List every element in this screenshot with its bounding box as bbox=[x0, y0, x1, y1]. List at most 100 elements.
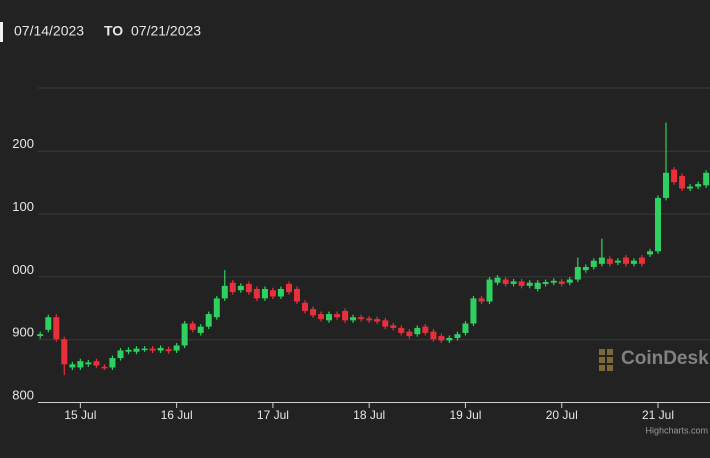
logo-square bbox=[599, 357, 605, 363]
candle-body bbox=[117, 350, 124, 359]
candle-body bbox=[334, 314, 341, 318]
candle-body bbox=[630, 260, 637, 264]
date-from: 07/14/2023 bbox=[14, 23, 84, 39]
candle-body bbox=[566, 279, 573, 283]
candle-body bbox=[598, 257, 605, 264]
x-tick-label: 19 Jul bbox=[449, 408, 481, 422]
candle-body bbox=[133, 348, 140, 352]
candle-body bbox=[510, 281, 517, 284]
candle-body bbox=[406, 331, 413, 337]
candle-body bbox=[221, 285, 228, 299]
candle-body bbox=[590, 260, 597, 267]
candle-body bbox=[141, 348, 148, 351]
candle-body bbox=[93, 361, 100, 366]
candle-body bbox=[703, 172, 710, 186]
logo-square bbox=[599, 349, 605, 355]
candle-body bbox=[606, 258, 613, 264]
candle-body bbox=[318, 314, 325, 320]
candle-body bbox=[382, 320, 389, 327]
candle-body bbox=[390, 325, 397, 328]
candle-body bbox=[518, 281, 525, 286]
candle-body bbox=[213, 298, 220, 318]
date-to: 07/21/2023 bbox=[131, 23, 201, 39]
candle-body bbox=[454, 334, 461, 338]
candle-body bbox=[229, 282, 236, 293]
candle-body bbox=[77, 361, 84, 368]
candle-body bbox=[494, 277, 501, 283]
candle-body bbox=[655, 197, 662, 252]
x-tick-label: 15 Jul bbox=[64, 408, 96, 422]
candle-body bbox=[358, 317, 365, 320]
candle-body bbox=[574, 266, 581, 280]
candle-body bbox=[695, 184, 702, 187]
candle-body bbox=[253, 288, 260, 299]
candle-body bbox=[125, 349, 132, 352]
credit: Highcharts.com bbox=[645, 425, 708, 435]
candle-body bbox=[663, 172, 670, 198]
candle-body bbox=[502, 279, 509, 284]
candle-body bbox=[149, 348, 156, 351]
y-tick-label: 000 bbox=[12, 262, 34, 277]
candle-body bbox=[526, 282, 533, 286]
candles bbox=[37, 122, 710, 375]
candle-body bbox=[478, 298, 485, 302]
candle-body bbox=[326, 314, 333, 321]
candle-body bbox=[285, 283, 292, 293]
candle-body bbox=[614, 260, 621, 263]
candle-body bbox=[261, 288, 268, 299]
candle-body bbox=[173, 345, 180, 351]
candle-body bbox=[542, 282, 549, 284]
y-tick-label: 200 bbox=[12, 136, 34, 151]
input-edge bbox=[0, 22, 3, 42]
watermark: CoinDesk bbox=[621, 348, 709, 369]
candle-body bbox=[109, 358, 116, 368]
x-tick-label: 16 Jul bbox=[161, 408, 193, 422]
candle-body bbox=[638, 257, 645, 264]
candle-body bbox=[342, 310, 349, 321]
logo-square bbox=[607, 357, 613, 363]
candle-body bbox=[205, 314, 212, 327]
x-tick-label: 21 Jul bbox=[642, 408, 674, 422]
candle-body bbox=[414, 327, 421, 335]
candle-body bbox=[430, 331, 437, 340]
candle-body bbox=[165, 349, 172, 352]
candle-body bbox=[470, 298, 477, 324]
watermark-group: CoinDesk bbox=[599, 348, 709, 371]
candle-body bbox=[61, 339, 68, 365]
candle-body bbox=[550, 280, 557, 283]
candle-body bbox=[647, 251, 654, 255]
candle-body bbox=[310, 309, 317, 316]
candle-body bbox=[197, 326, 204, 333]
candle-body bbox=[181, 323, 188, 346]
candle-body bbox=[534, 282, 541, 289]
candle-body bbox=[85, 362, 92, 365]
candle-body bbox=[293, 288, 300, 302]
candle-body bbox=[69, 364, 76, 368]
candle-body bbox=[671, 169, 678, 183]
candle-body bbox=[277, 288, 284, 297]
x-tick-label: 20 Jul bbox=[546, 408, 578, 422]
candle-body bbox=[269, 290, 276, 297]
candle-body bbox=[37, 334, 44, 337]
candle-body bbox=[462, 323, 469, 333]
candle-body bbox=[45, 317, 52, 330]
logo-square bbox=[607, 349, 613, 355]
candle-body bbox=[687, 186, 694, 189]
y-tick-label: 900 bbox=[12, 325, 34, 340]
candle-body bbox=[245, 283, 252, 293]
candle-body bbox=[301, 302, 308, 311]
candle-body bbox=[101, 366, 108, 369]
candle-body bbox=[679, 175, 686, 189]
candle-body bbox=[438, 336, 445, 341]
candle-body bbox=[622, 257, 629, 264]
date-to-word: TO bbox=[104, 23, 123, 39]
candle-body bbox=[422, 326, 429, 333]
candle-body bbox=[237, 285, 244, 291]
candle-body bbox=[189, 323, 196, 330]
candle-body bbox=[582, 266, 589, 271]
x-tick-label: 18 Jul bbox=[353, 408, 385, 422]
candle-body bbox=[398, 327, 405, 333]
